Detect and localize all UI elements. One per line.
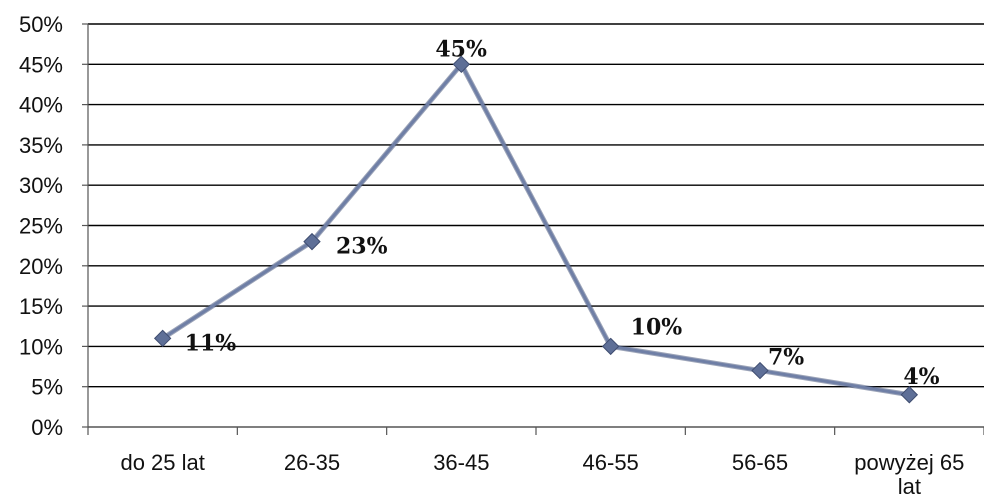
data-label: 45% bbox=[435, 36, 487, 62]
y-tick-label: 40% bbox=[19, 93, 63, 118]
x-tick-label: 56-65 bbox=[732, 450, 788, 475]
y-tick-label: 35% bbox=[19, 133, 63, 158]
data-point-marker bbox=[601, 337, 620, 356]
x-tick-label: 26-35 bbox=[284, 450, 340, 475]
x-axis-tick-labels: do 25 lat 26-35 36-45 46-55 56-65 powyżej 65 l… bbox=[120, 450, 964, 497]
data-point-marker bbox=[153, 329, 172, 348]
x-tick-label: 46-55 bbox=[583, 450, 639, 475]
y-tick-label: 50% bbox=[19, 12, 63, 37]
series-line bbox=[161, 61, 910, 398]
axes bbox=[82, 23, 984, 435]
y-tick-label: 0% bbox=[31, 415, 63, 440]
data-label: 10% bbox=[631, 314, 683, 340]
y-tick-label: 10% bbox=[19, 334, 63, 359]
y-tick-label: 25% bbox=[19, 214, 63, 239]
data-point-marker bbox=[452, 55, 471, 74]
data-point-marker bbox=[303, 232, 321, 251]
data-labels: 11% 23% 45% 10% 7% 4% bbox=[185, 36, 940, 389]
gridlines bbox=[88, 23, 984, 388]
data-point-marker bbox=[900, 386, 919, 404]
y-axis-tick-labels: 0% 5% 10% 15% 20% 25% 30% 35% 40% 45% 50% bbox=[19, 12, 63, 440]
y-tick-label: 30% bbox=[19, 173, 63, 198]
series-line-path bbox=[161, 62, 910, 397]
data-label: 23% bbox=[336, 234, 388, 260]
data-label: 7% bbox=[768, 345, 804, 371]
y-tick-label: 45% bbox=[19, 52, 63, 77]
x-tick-label: 36-45 bbox=[433, 450, 489, 475]
x-tick-label: do 25 lat bbox=[120, 450, 204, 475]
y-tick-label: 15% bbox=[19, 294, 63, 319]
data-label: 4% bbox=[903, 364, 939, 390]
data-label: 11% bbox=[185, 330, 237, 356]
y-tick-label: 5% bbox=[31, 375, 63, 400]
series-markers bbox=[153, 55, 919, 404]
y-tick-label: 20% bbox=[19, 254, 63, 279]
data-point-marker bbox=[751, 361, 769, 380]
x-tick-label: powyżej 65 lat bbox=[854, 450, 964, 497]
